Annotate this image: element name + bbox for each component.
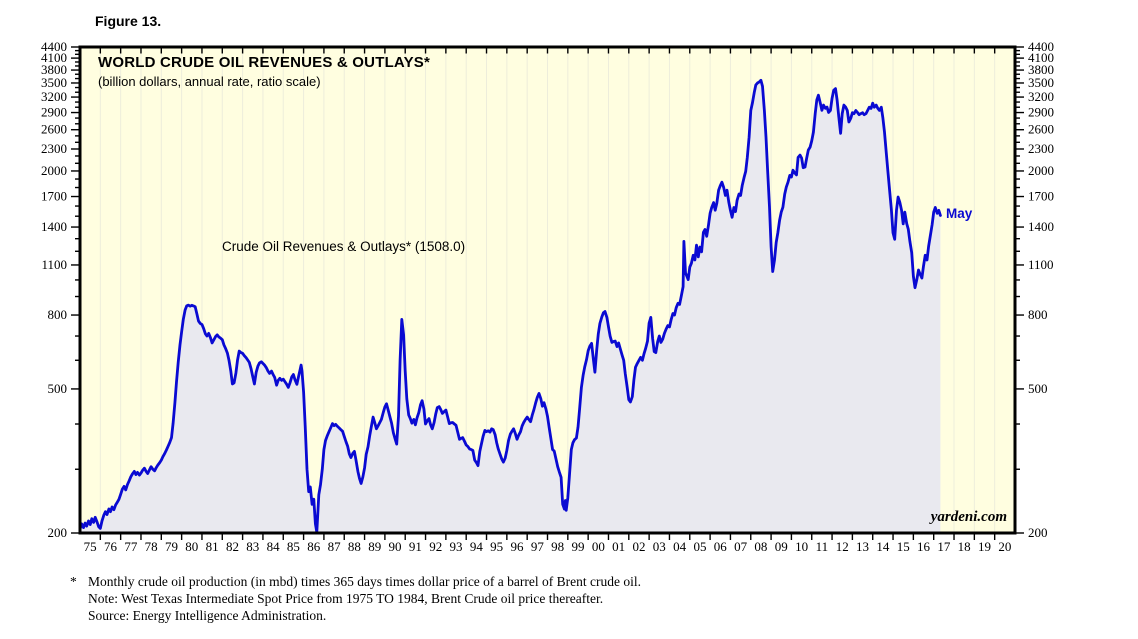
y-axis-tick-label-right: 3500 — [1028, 75, 1054, 90]
y-axis-tick-label-right: 4400 — [1028, 39, 1054, 54]
x-axis-tick-label: 95 — [490, 539, 503, 554]
x-axis-tick-label: 16 — [917, 539, 931, 554]
x-axis-tick-label: 15 — [897, 539, 910, 554]
y-axis-tick-label-left: 4100 — [41, 50, 67, 65]
x-axis-tick-label: 76 — [104, 539, 118, 554]
x-axis-tick-label: 77 — [124, 539, 138, 554]
x-axis-tick-label: 87 — [328, 539, 342, 554]
x-axis-tick-label: 07 — [734, 539, 748, 554]
y-axis-tick-label-left: 3800 — [41, 62, 67, 77]
x-axis-tick-label: 08 — [754, 539, 767, 554]
y-axis-tick-label-right: 3200 — [1028, 89, 1054, 104]
x-axis-tick-label: 75 — [84, 539, 97, 554]
x-axis-tick-label: 99 — [571, 539, 584, 554]
x-axis-tick-label: 85 — [287, 539, 300, 554]
y-axis-tick-label-left: 2000 — [41, 163, 67, 178]
x-axis-tick-label: 93 — [450, 539, 463, 554]
y-axis-tick-label-right: 2600 — [1028, 122, 1054, 137]
x-axis-tick-label: 05 — [693, 539, 706, 554]
last-point-label: May — [946, 206, 973, 221]
footnote-asterisk: * — [70, 574, 77, 589]
y-axis-tick-label-left: 500 — [48, 381, 68, 396]
footnotes: * Monthly crude oil production (in mbd) … — [70, 573, 641, 624]
x-axis-tick-label: 13 — [856, 539, 869, 554]
y-axis-tick-label-right: 1400 — [1028, 219, 1054, 234]
x-axis-tick-label: 97 — [531, 539, 545, 554]
x-axis-tick-label: 83 — [246, 539, 259, 554]
x-axis-tick-label: 96 — [511, 539, 525, 554]
x-axis-tick-label: 90 — [389, 539, 402, 554]
footnote-line-3: Source: Energy Intelligence Administrati… — [88, 608, 327, 623]
x-axis-tick-label: 88 — [348, 539, 361, 554]
x-axis-tick-label: 04 — [673, 539, 687, 554]
y-axis-tick-label-left: 200 — [48, 525, 68, 540]
chart-title: WORLD CRUDE OIL REVENUES & OUTLAYS* — [98, 54, 431, 71]
x-axis-tick-label: 00 — [592, 539, 605, 554]
y-axis-tick-label-left: 1100 — [41, 257, 67, 272]
series-label: Crude Oil Revenues & Outlays* (1508.0) — [222, 239, 466, 254]
y-axis-tick-label-right: 2300 — [1028, 141, 1054, 156]
x-axis-tick-label: 19 — [978, 539, 991, 554]
x-axis-tick-label: 89 — [368, 539, 381, 554]
y-axis-tick-label-left: 1400 — [41, 219, 67, 234]
footnote-line-2: Note: West Texas Intermediate Spot Price… — [88, 591, 604, 606]
x-axis-tick-label: 94 — [470, 539, 484, 554]
y-axis-tick-label-left: 2900 — [41, 105, 67, 120]
x-axis-tick-label: 91 — [409, 539, 422, 554]
y-axis-tick-label-right: 3800 — [1028, 62, 1054, 77]
x-axis-tick-label: 86 — [307, 539, 321, 554]
y-axis-tick-label-right: 2900 — [1028, 105, 1054, 120]
x-axis-tick-label: 09 — [775, 539, 788, 554]
y-axis-tick-label-right: 4100 — [1028, 50, 1054, 65]
y-axis-tick-label-right: 2000 — [1028, 163, 1054, 178]
x-axis-tick-label: 01 — [612, 539, 625, 554]
x-axis-tick-label: 84 — [267, 539, 281, 554]
watermark: yardeni.com — [930, 509, 1007, 525]
y-axis-tick-label-right: 1100 — [1028, 257, 1054, 272]
y-axis-tick-label-left: 1700 — [41, 189, 67, 204]
y-axis-tick-label-right: 800 — [1028, 307, 1048, 322]
x-axis-tick-label: 12 — [836, 539, 849, 554]
y-axis-tick-label-right: 200 — [1028, 525, 1048, 540]
x-axis-tick-label: 03 — [653, 539, 666, 554]
x-axis-tick-label: 78 — [145, 539, 158, 554]
x-axis-tick-label: 80 — [185, 539, 198, 554]
x-axis-tick-label: 92 — [429, 539, 442, 554]
x-axis-tick-label: 06 — [714, 539, 728, 554]
figure-label: Figure 13. — [95, 13, 162, 29]
x-axis-tick-label: 02 — [632, 539, 645, 554]
x-axis-tick-label: 10 — [795, 539, 808, 554]
x-axis-tick-label: 98 — [551, 539, 564, 554]
footnote-line-1: Monthly crude oil production (in mbd) ti… — [88, 574, 641, 589]
x-axis-tick-label: 18 — [958, 539, 971, 554]
y-axis-tick-label-right: 1700 — [1028, 189, 1054, 204]
y-axis-tick-label-left: 3200 — [41, 89, 67, 104]
x-axis-tick-label: 79 — [165, 539, 178, 554]
x-axis-tick-label: 11 — [816, 539, 829, 554]
y-axis-tick-label-left: 800 — [48, 307, 68, 322]
chart-subtitle: (billion dollars, annual rate, ratio sca… — [98, 74, 321, 89]
x-axis-tick-label: 20 — [998, 539, 1011, 554]
y-axis-tick-label-right: 500 — [1028, 381, 1048, 396]
y-axis-tick-label-left: 2300 — [41, 141, 67, 156]
series-area-fill — [80, 80, 941, 534]
x-axis-tick-label: 17 — [937, 539, 951, 554]
y-axis-tick-label-left: 2600 — [41, 122, 67, 137]
x-axis-tick-label: 14 — [876, 539, 890, 554]
y-axis-tick-label-left: 3500 — [41, 75, 67, 90]
series-line — [78, 78, 942, 534]
x-axis-tick-label: 81 — [206, 539, 219, 554]
x-axis-tick-label: 82 — [226, 539, 239, 554]
y-axis-tick-label-left: 4400 — [41, 39, 67, 54]
